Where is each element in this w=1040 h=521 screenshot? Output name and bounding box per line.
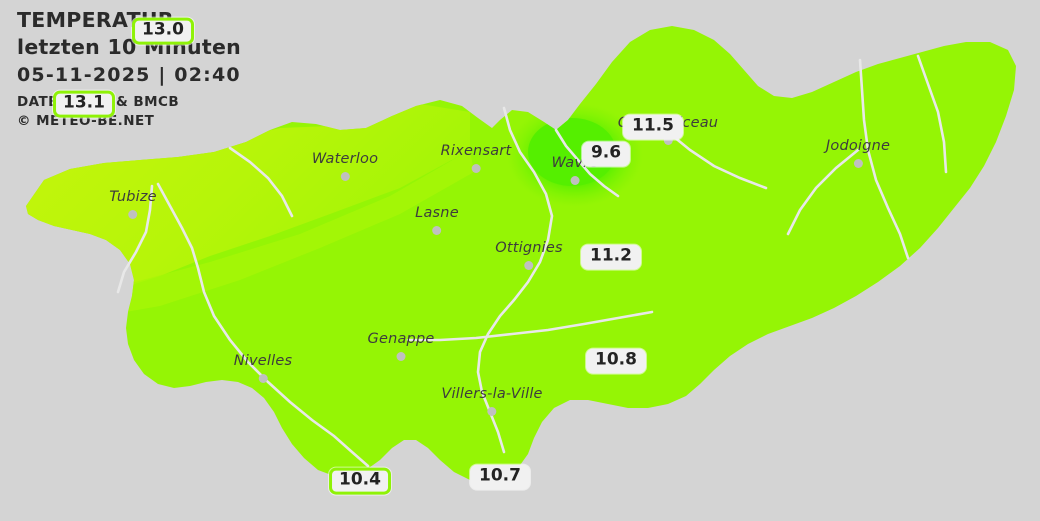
temperature-badge[interactable]: 10.7: [470, 464, 530, 490]
temperature-badge[interactable]: 11.5: [623, 114, 683, 140]
temperature-badge[interactable]: 11.2: [581, 244, 641, 270]
road-network: [116, 54, 948, 468]
temperature-badge[interactable]: 13.1: [53, 90, 115, 118]
temperature-badge[interactable]: 9.6: [581, 141, 631, 167]
temperature-badge[interactable]: 13.0: [132, 17, 194, 45]
temperature-badge[interactable]: 10.4: [329, 467, 391, 495]
temperature-badge[interactable]: 10.8: [586, 348, 646, 374]
